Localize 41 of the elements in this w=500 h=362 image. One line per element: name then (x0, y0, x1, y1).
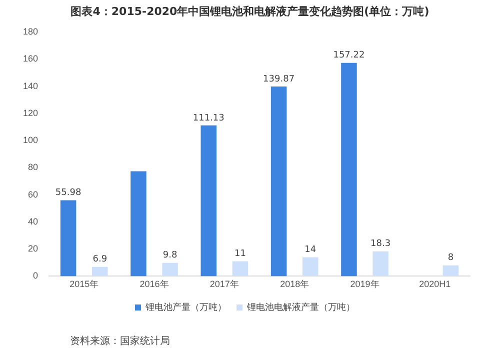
legend-label: 锂电池电解液产量（万吨） (246, 302, 355, 312)
x-tick-label: 2016年 (140, 279, 169, 290)
bar (372, 251, 388, 276)
text: 资料来源：国家统计局 (70, 334, 170, 348)
data-label: 18.3 (370, 239, 391, 250)
bar (60, 200, 76, 276)
data-label: 11 (234, 249, 246, 260)
y-tick-label: 100 (22, 135, 38, 146)
x-tick-label: 2017年 (210, 279, 239, 290)
bar (200, 125, 217, 276)
bar (232, 261, 248, 276)
y-tick-label: 20 (28, 244, 38, 254)
y-tick-label: 160 (22, 54, 38, 64)
data-label: 139.87 (263, 74, 295, 84)
data-label: 111.13 (192, 113, 224, 124)
data-label: 6.9 (92, 254, 108, 265)
x-tick-label: 2020H1 (419, 279, 451, 290)
bar (92, 266, 108, 276)
bar (442, 265, 459, 276)
bar (302, 257, 318, 276)
bar (162, 262, 178, 276)
data-label: 55.98 (55, 188, 82, 198)
bar (130, 171, 146, 276)
data-label: 8 (448, 253, 454, 264)
y-tick-label: 120 (22, 108, 38, 118)
x-tick-label: 2019年 (350, 279, 380, 290)
y-tick-label: 80 (28, 162, 38, 172)
data-label: 9.8 (162, 250, 178, 261)
bar (341, 62, 357, 276)
x-tick-label: 2018年 (280, 279, 310, 290)
data-label: 157.22 (333, 50, 365, 61)
y-tick-label: 60 (28, 189, 38, 200)
y-tick-label: 180 (22, 26, 38, 36)
legend-label: 锂电池产量（万吨） (144, 302, 226, 312)
x-tick-label: 2015年 (70, 279, 99, 290)
data-label: 14 (304, 245, 316, 256)
bar (270, 86, 287, 276)
chart-title: 图表4：2015-2020年中国锂电池和电解液产量变化趋势图(单位：万吨) (70, 4, 430, 19)
y-tick-label: 40 (28, 216, 38, 226)
y-tick-label: 0 (33, 270, 38, 281)
y-tick-label: 140 (22, 80, 38, 91)
